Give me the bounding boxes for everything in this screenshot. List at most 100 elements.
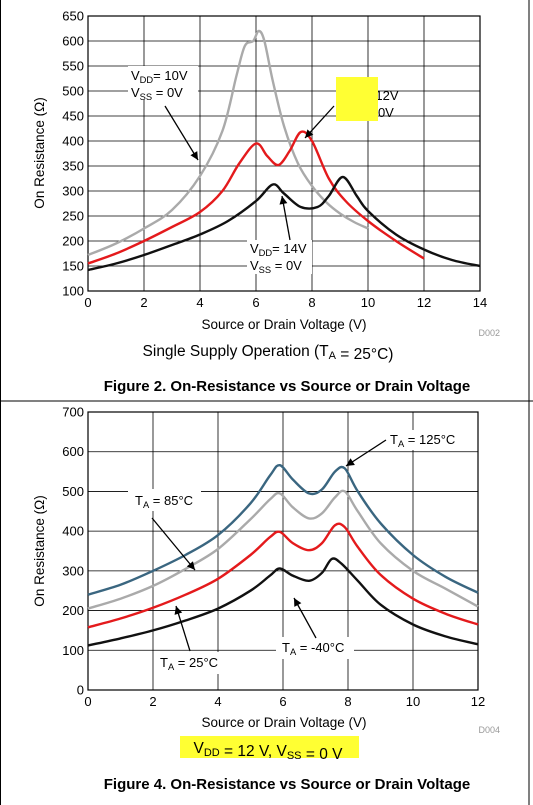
x-tick-label: 2 [149,694,156,709]
subtitle-2: VDD = 12 V, VSS = 0 V [194,740,344,763]
series-label-2-rest: = 85°C [149,493,193,508]
vdd-highlight [180,736,359,758]
x-tick-label: 0 [84,295,91,310]
y-tick-label: 400 [62,134,84,149]
series-label-1-rest: = 0V [152,85,183,100]
y-tick-label: 550 [62,59,84,74]
y-tick-label: 0 [77,683,84,698]
annotation-arrow [151,517,196,571]
series-label-bg [276,637,354,659]
series-label-2-main: T [135,493,143,508]
series-line-3 [87,522,479,629]
y-tick-label: 100 [62,284,84,299]
series-label-3-sub: A [168,662,175,672]
y-tick-label: 100 [62,643,84,658]
series-label-1-sub: DD [140,75,154,85]
series-line-3 [87,175,481,272]
series-label-1-rest: = 10V [153,68,188,83]
annotation-arrowhead [305,129,314,138]
y-tick-label: 300 [62,184,84,199]
y-tick-label: 350 [62,159,84,174]
y-tick-label: 200 [62,603,84,618]
series-label-4: TA = -40°C [282,640,344,657]
chart-1-annotations: Single Supply Operation (TA = 25°C) Figu… [104,77,471,395]
y-tick-label: 450 [62,109,84,124]
annotation-arrowhead [186,561,195,570]
series-label-1-main: V [131,85,140,100]
series-label-3-sub: SS [259,265,271,275]
annotation-arrowhead [174,606,183,615]
annotation-arrowhead [294,598,302,607]
x-tick-label: 12 [471,694,485,709]
series-line-1 [87,29,369,257]
x-tick-label: 0 [84,694,91,709]
series-label-bg [128,66,198,100]
x-tick-label: 14 [473,295,487,310]
series-label-3-main: T [160,655,168,670]
doc-code: D004 [478,725,500,735]
y-tick-label: 500 [62,84,84,99]
annotation-arrowhead [346,458,355,466]
series-label-1: VSS = 0V [131,85,183,102]
series-label-3: VDD= 14V [250,241,307,258]
y-tick-label: 400 [62,524,84,539]
series-label-4-sub: A [290,647,297,657]
vdd12-highlight [336,77,378,121]
x-tick-label: 10 [406,694,420,709]
plot-frame [87,15,481,292]
series-label-3-main: V [250,241,259,256]
series-label-bg [155,652,228,674]
series-line-4 [87,557,479,647]
series-label-2-sub: A [143,500,150,510]
series-label-3-rest: = 0V [271,258,302,273]
y-tick-label: 200 [62,234,84,249]
plot-frame [87,411,479,691]
x-tick-label: 4 [214,694,221,709]
series-label-3-main: V [250,258,259,273]
x-tick-label: 4 [196,295,203,310]
series-label-3-rest: = 25°C [174,655,218,670]
y-axis-title: On Resistance (Ω) [32,97,47,208]
series-label-1: TA = 125°C [390,432,455,449]
y-tick-label: 600 [62,444,84,459]
y-tick-label: 650 [62,9,84,24]
y-tick-label: 700 [62,405,84,420]
series-label-2: TA = 85°C [135,493,193,510]
chart-2-annotations: VDD = 12 V, VSS = 0 V Figure 4. On-Resis… [104,736,471,793]
series-label-3-rest: = 14V [272,241,307,256]
series-label-1-rest: = 125°C [404,432,455,447]
doc-code: D002 [478,328,500,338]
x-axis-title: Source or Drain Voltage (V) [201,317,366,332]
series-label-bg [386,430,466,450]
annotation-arrowhead [279,196,288,205]
series-label-1-main: V [131,68,140,83]
chart-1: 0 2 4 6 8 10 12 14 100 150 200 250 300 350 400 450 500 55… [32,9,500,339]
series-label-3: VSS = 0V [250,258,302,275]
series-label-bg [128,489,201,511]
y-tick-label: 150 [62,259,84,274]
series-line-2 [87,489,479,610]
y-tick-label: 300 [62,563,84,578]
x-tick-label: 6 [279,694,286,709]
figure-caption-2: Figure 4. On-Resistance vs Source or Dra… [104,776,471,793]
series-label-1-sub: SS [140,92,152,102]
x-tick-label: 8 [308,295,315,310]
subtitle-1: Single Supply Operation (TA = 25°C) [143,343,394,363]
y-axis-title: On Resistance (Ω) [32,495,47,606]
y-tick-label: 600 [62,34,84,49]
series-label-bg [247,240,312,274]
figure-caption-1: Figure 2. On-Resistance vs Source or Dra… [104,378,471,395]
y-tick-label: 250 [62,209,84,224]
x-axis-title: Source or Drain Voltage (V) [201,715,366,730]
series-label-4-rest: = -40°C [296,640,344,655]
annotation-arrowhead [190,151,198,160]
x-tick-label: 2 [140,295,147,310]
series-label-3-sub: DD [259,248,273,258]
series-line-2 [87,130,425,265]
x-tick-label: 10 [361,295,375,310]
series-label-4-main: T [282,640,290,655]
x-tick-label: 8 [344,694,351,709]
